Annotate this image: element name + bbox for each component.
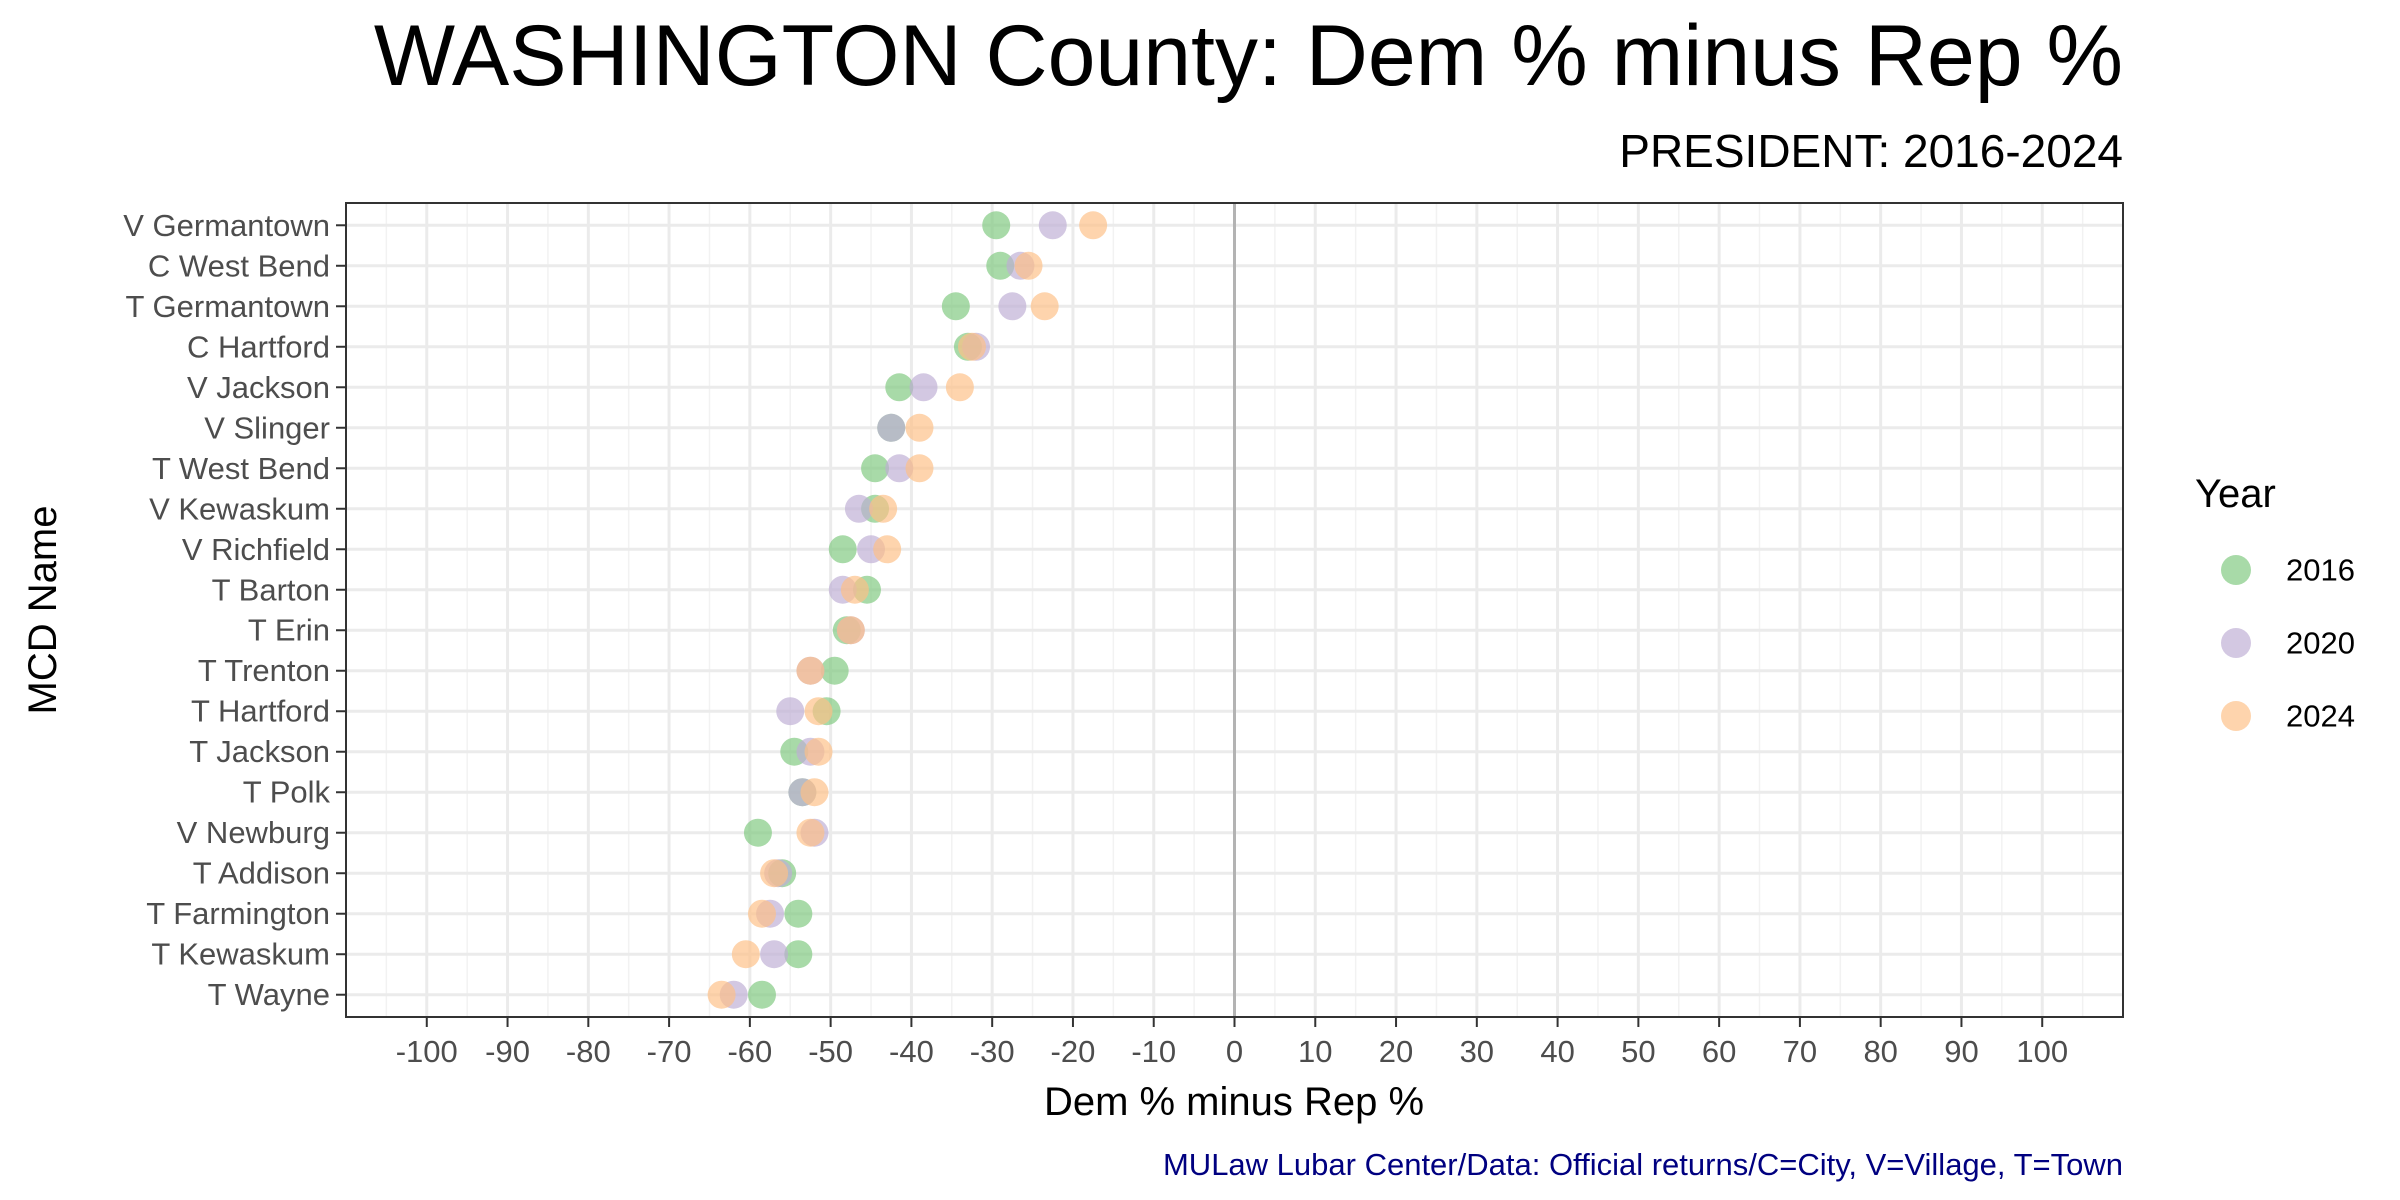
y-tick-label: T Kewaskum [151,937,330,972]
point-2024 [804,737,833,766]
y-tick-label: V Richfield [182,532,330,567]
y-tick-label: C Hartford [187,329,330,364]
x-tick-label: 0 [1226,1034,1243,1069]
point-2024 [905,454,934,483]
x-axis-title: Dem % minus Rep % [1044,1080,1424,1124]
point-2024 [707,980,736,1009]
legend-key-2024 [2221,701,2251,731]
y-tick-label: T West Bend [152,451,330,486]
chart-subtitle: PRESIDENT: 2016-2024 [1619,125,2123,177]
x-tick-label: 70 [1783,1034,1817,1069]
chart-title: WASHINGTON County: Dem % minus Rep % [374,8,2123,104]
point-2020 [998,292,1027,321]
point-2016 [784,899,813,928]
point-2024 [747,899,776,928]
point-2020 [1038,211,1067,240]
y-tick-label: T Polk [243,775,331,810]
point-2016 [747,980,776,1009]
x-tick-label: -30 [970,1034,1015,1069]
point-2016 [861,454,890,483]
point-2024 [796,656,825,685]
point-2020 [885,454,914,483]
x-tick-label: -50 [808,1034,853,1069]
x-tick-label: 80 [1863,1034,1897,1069]
x-tick-label: 20 [1379,1034,1413,1069]
y-tick-label: T Jackson [189,734,330,769]
y-axis-labels: V Germantown C West Bend T Germantown C Har… [123,208,346,1012]
legend-label: 2016 [2286,553,2355,588]
point-2020 [909,373,938,402]
y-tick-label: T Hartford [191,694,330,729]
x-tick-label: -60 [727,1034,772,1069]
x-tick-label: -80 [566,1034,611,1069]
minor-gridlines [385,203,2084,1017]
point-2024 [945,373,974,402]
point-2024 [800,778,829,807]
point-2024 [840,575,869,604]
x-tick-label: 40 [1540,1034,1574,1069]
y-tick-label: C West Bend [148,248,330,283]
y-tick-label: V Slinger [204,410,330,445]
y-tick-label: T Barton [212,572,330,607]
legend-label: 2020 [2286,626,2355,661]
y-tick-label: T Germantown [126,289,330,324]
point-2016 [743,818,772,847]
point-2020 [844,494,873,523]
point-2024 [905,413,934,442]
point-2024 [804,697,833,726]
point-2024 [957,332,986,361]
point-2024 [836,616,865,645]
point-2024 [1014,251,1043,280]
x-tick-label: -90 [485,1034,530,1069]
point-2016 [982,211,1011,240]
point-2024 [873,535,902,564]
y-tick-label: V Kewaskum [149,491,330,526]
x-tick-label: 50 [1621,1034,1655,1069]
point-2016 [820,656,849,685]
x-tick-label: -70 [647,1034,692,1069]
y-tick-label: T Wayne [208,977,330,1012]
x-tick-label: -20 [1051,1034,1096,1069]
x-tick-label: -40 [889,1034,934,1069]
x-tick-label: 10 [1298,1034,1332,1069]
y-tick-label: V Germantown [123,208,330,243]
x-tick-label: 90 [1944,1034,1978,1069]
legend-label: 2024 [2286,699,2355,734]
point-2024 [731,940,760,969]
y-tick-label: T Trenton [198,653,330,688]
x-tick-label: 60 [1702,1034,1736,1069]
point-2020 [877,413,906,442]
point-2016 [828,535,857,564]
legend-key-2020 [2221,628,2251,658]
legend-title: Year [2195,472,2276,516]
x-tick-label: 100 [2016,1034,2068,1069]
x-axis-labels: -100 -90 -80 -70 -60 -50 -40 -30 -20 -10 0 10 20 30 40… [396,1017,2068,1069]
chart-caption: MULaw Lubar Center/Data: Official return… [1163,1147,2123,1182]
data-points [707,211,1108,1009]
point-2024 [1079,211,1108,240]
x-tick-label: 30 [1460,1034,1494,1069]
y-axis-title: MCD Name [21,506,65,715]
point-2016 [885,373,914,402]
point-2016 [784,940,813,969]
x-tick-label: -10 [1131,1034,1176,1069]
y-tick-label: V Newburg [177,815,330,850]
point-2020 [760,940,789,969]
point-2016 [986,251,1015,280]
x-tick-label: -100 [396,1034,458,1069]
point-2020 [776,697,805,726]
point-2024 [869,494,898,523]
legend-key-2016 [2221,555,2251,585]
point-2024 [796,818,825,847]
y-tick-label: T Addison [193,856,330,891]
point-2024 [1030,292,1059,321]
point-2016 [941,292,970,321]
y-tick-label: T Erin [248,613,330,648]
legend: 2016 2020 2024 [2221,553,2355,734]
point-2024 [760,859,789,888]
y-tick-label: V Jackson [187,370,330,405]
y-tick-label: T Farmington [146,896,330,931]
